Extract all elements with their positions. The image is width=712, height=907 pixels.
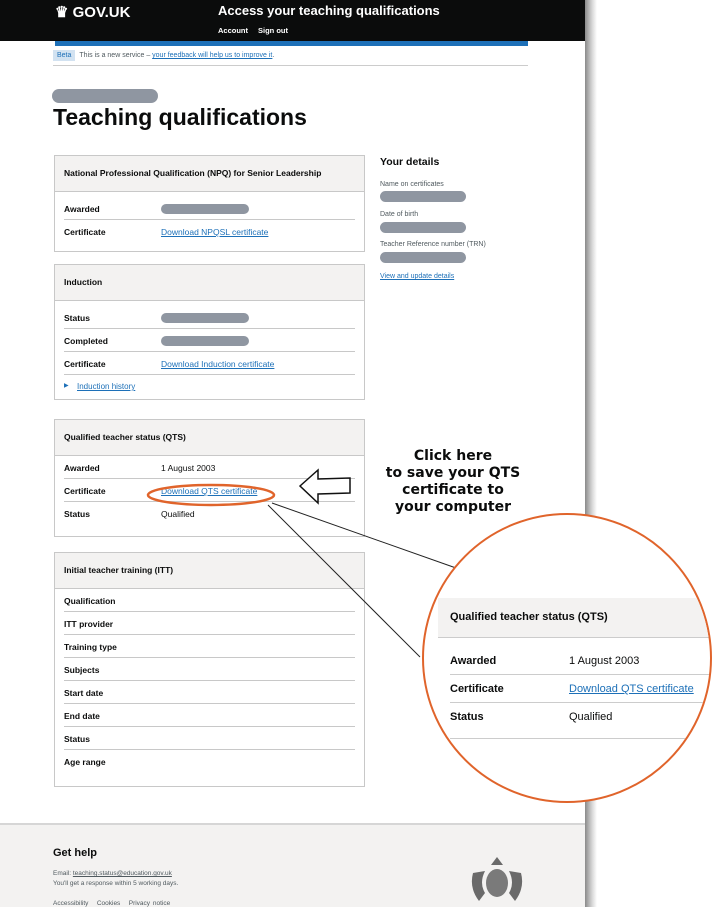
details-title: Your details xyxy=(380,156,440,168)
beta-tag: Beta xyxy=(53,50,76,61)
highlight-oval xyxy=(146,483,276,507)
nav-account[interactable]: Account xyxy=(218,26,248,35)
card-title: Induction xyxy=(55,265,364,301)
row-awarded: Awarded 1 August 2003 xyxy=(64,456,355,479)
itt-card: Initial teacher training (ITT) Qualifica… xyxy=(54,552,365,787)
trn-label: Teacher Reference number (TRN) xyxy=(380,241,486,248)
npq-card: National Professional Qualification (NPQ… xyxy=(54,155,365,252)
crown-icon: ♛ xyxy=(55,4,73,21)
name-label: Name on certificates xyxy=(380,181,444,188)
dob-label: Date of birth xyxy=(380,211,419,218)
zoom-row-certificate: Certificate Download QTS certificate xyxy=(450,675,710,703)
itt-row: Status xyxy=(64,727,355,750)
itt-row: Start date xyxy=(64,681,355,704)
induction-card: Induction Status Completed Certificate Do… xyxy=(54,264,365,400)
connector-line xyxy=(271,502,457,569)
page-title: Teaching qualifications xyxy=(53,104,307,130)
redacted xyxy=(161,336,249,346)
itt-row: Training type xyxy=(64,635,355,658)
row-awarded: Awarded xyxy=(64,197,355,220)
qts-certificate-link[interactable]: Download QTS certificate xyxy=(161,486,258,496)
induction-certificate-link[interactable]: Download Induction certificate xyxy=(161,359,275,369)
privacy-link[interactable]: Privacy notice xyxy=(128,900,171,907)
itt-row: Subjects xyxy=(64,658,355,681)
arrow-left-icon xyxy=(298,468,351,505)
row-status: Status xyxy=(64,306,355,329)
card-title: National Professional Qualification (NPQ… xyxy=(55,156,364,192)
phase-banner: Beta This is a new service – your feedbac… xyxy=(53,50,528,66)
nav-sign-out[interactable]: Sign out xyxy=(258,26,288,35)
govuk-logo[interactable]: ♛ GOV.UK xyxy=(55,4,131,21)
zoom-row-status: Status Qualified xyxy=(450,703,710,739)
induction-history-link[interactable]: Induction history xyxy=(77,382,136,391)
card-title: Initial teacher training (ITT) xyxy=(55,553,364,589)
row-certificate: Certificate Download QTS certificate xyxy=(64,479,355,502)
royal-coat-of-arms-icon xyxy=(471,857,523,901)
accessibility-link[interactable]: Accessibility xyxy=(53,900,89,907)
induction-history-toggle[interactable]: ▶ Induction history xyxy=(64,375,355,398)
redacted xyxy=(161,313,249,323)
footer: Get help Email: teaching.status@educatio… xyxy=(0,823,585,907)
redacted xyxy=(380,252,466,263)
callout-text: Click here to save your QTS certificate to… xyxy=(385,448,521,515)
redacted xyxy=(380,222,466,233)
itt-row: Qualification xyxy=(64,589,355,612)
email-link[interactable]: teaching.status@education.gov.uk xyxy=(72,870,172,877)
itt-row: ITT provider xyxy=(64,612,355,635)
itt-row: Age range xyxy=(64,757,106,767)
connector-line xyxy=(267,504,421,658)
header-bar xyxy=(55,41,528,46)
triangle-right-icon: ▶ xyxy=(64,383,69,389)
row-certificate: Certificate Download NPQSL certificate xyxy=(64,227,269,237)
redacted xyxy=(161,204,249,214)
itt-row: End date xyxy=(64,704,355,727)
zoom-magnifier: Qualified teacher status (QTS) Awarded 1 … xyxy=(422,513,712,803)
footer-title: Get help xyxy=(53,847,98,859)
feedback-link[interactable]: your feedback will help us to improve it xyxy=(152,52,273,59)
row-certificate: Certificate Download Induction certificat… xyxy=(64,352,355,375)
zoom-card-title: Qualified teacher status (QTS) xyxy=(438,598,710,638)
row-completed: Completed xyxy=(64,329,355,352)
header: ♛ GOV.UK Access your teaching qualificat… xyxy=(0,0,585,41)
page: ♛ GOV.UK Access your teaching qualificat… xyxy=(0,0,585,907)
redacted xyxy=(380,191,466,202)
cookies-link[interactable]: Cookies xyxy=(96,900,121,907)
redacted-name xyxy=(52,89,158,103)
zoom-row-awarded: Awarded 1 August 2003 xyxy=(450,647,710,675)
zoom-qts-certificate-link[interactable]: Download QTS certificate xyxy=(569,683,694,695)
row-status: Status Qualified xyxy=(64,509,195,519)
npqsl-certificate-link[interactable]: Download NPQSL certificate xyxy=(161,227,269,237)
service-name[interactable]: Access your teaching qualifications xyxy=(218,3,440,18)
card-title: Qualified teacher status (QTS) xyxy=(55,420,364,456)
update-details-link[interactable]: View and update details xyxy=(380,273,455,280)
